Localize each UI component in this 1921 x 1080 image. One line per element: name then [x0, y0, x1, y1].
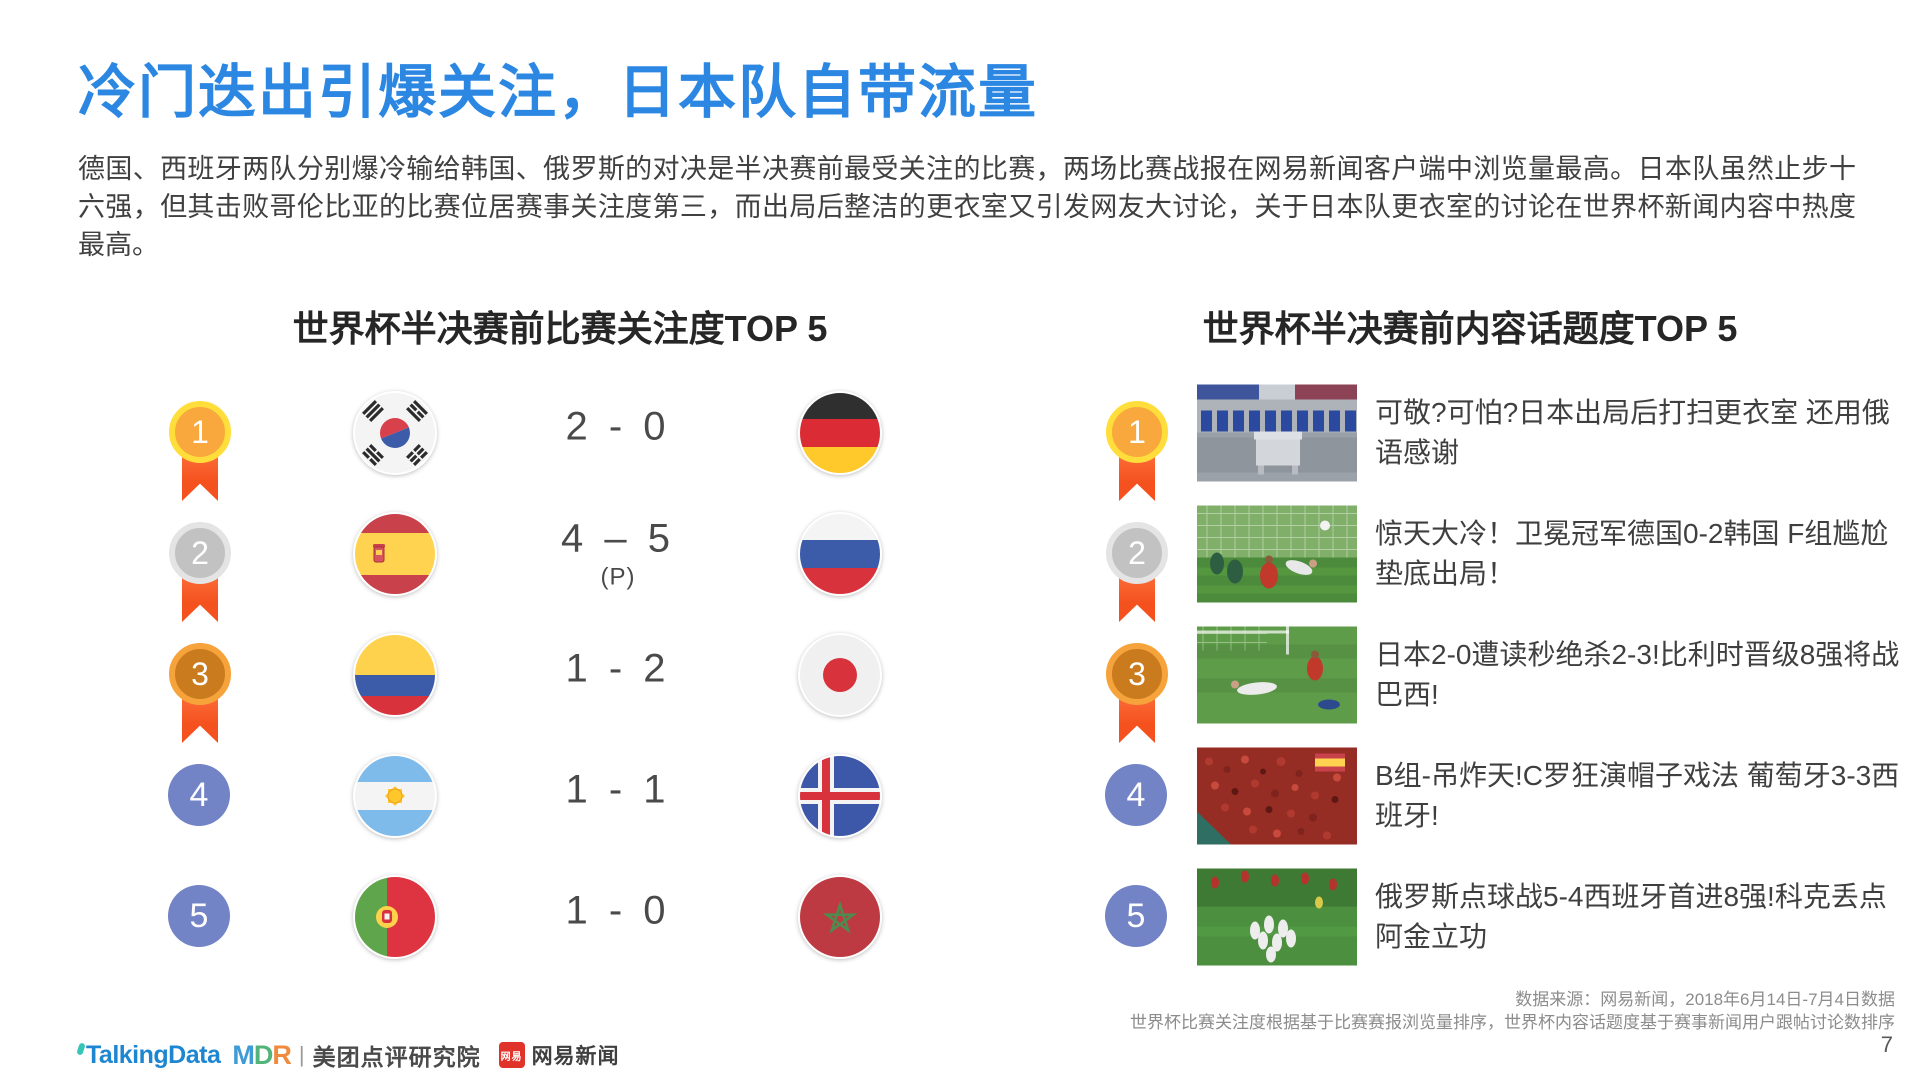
topic-headline: 日本2-0遭读秒绝杀2-3!比利时晋级8强将战巴西! [1375, 638, 1900, 710]
match-row-1: 1 [168, 372, 938, 501]
gold-medal-icon: 1 [168, 401, 232, 507]
rank-number: 3 [1106, 643, 1168, 705]
flag-portugal-icon [353, 874, 437, 959]
score-note [518, 935, 718, 945]
flag-argentina-icon [353, 753, 437, 838]
match-score: 2 - 0 [565, 404, 671, 448]
rank-circle-icon: 5 [168, 885, 230, 947]
talkingdata-logo: TalkingData [76, 1040, 221, 1069]
page-title: 冷门迭出引爆关注，日本队自带流量 [78, 60, 1039, 125]
thumbnail-portugal-spain-fans [1197, 747, 1357, 844]
topic-row-2: 2 [1105, 493, 1913, 622]
match-row-3: 3 1 - 2 [168, 614, 938, 743]
match-row-2: 2 [168, 493, 938, 622]
flag-iceland-icon [798, 753, 882, 838]
footer-logos: TalkingData MDR | 美团点评研究院 网易 网易新闻 [76, 1038, 620, 1072]
silver-medal-icon: 2 [1105, 522, 1169, 628]
data-source-line2: 世界杯比赛关注度根据基于比赛赛报浏览量排序，世界杯内容话题度基于赛事新闻用户跟帖… [1130, 1013, 1895, 1032]
rank-circle-icon: 5 [1105, 885, 1167, 947]
rank-circle-icon: 4 [1105, 764, 1167, 826]
silver-medal-icon: 2 [168, 522, 232, 628]
meituan-dianping-research-logo: MDR | 美团点评研究院 [232, 1038, 480, 1072]
logo-divider: | [298, 1042, 305, 1067]
content-topic-list: 1 [1105, 372, 1913, 977]
page-number: 7 [1880, 1032, 1893, 1057]
score-note [518, 451, 718, 461]
thumbnail-japan-locker-room [1197, 384, 1357, 481]
topic-row-5: 5 [1105, 856, 1913, 977]
thumbnail-japan-belgium-players [1197, 626, 1357, 723]
flag-morocco-icon [798, 874, 882, 959]
rank-number: 2 [1106, 522, 1168, 584]
flag-spain-icon [353, 511, 437, 596]
bronze-medal-icon: 3 [168, 643, 232, 749]
score-note: (P) [600, 563, 636, 590]
match-score: 4 – 5 [561, 516, 675, 560]
topic-headline: 惊天大冷！卫冕冠军德国0-2韩国 F组尴尬垫底出局！ [1375, 517, 1889, 589]
topic-row-1: 1 [1105, 372, 1913, 501]
topic-row-4: 4 [1105, 735, 1913, 856]
flag-south-korea-icon [353, 390, 437, 475]
netease-badge-icon: 网易 [498, 1042, 525, 1068]
mdr-logo: MDR [232, 1039, 291, 1070]
thumbnail-germany-korea-goal [1197, 505, 1357, 602]
rank-number: 2 [169, 522, 231, 584]
data-source-note: 数据来源：网易新闻，2018年6月14日-7月4日数据 世界杯比赛关注度根据基于… [1130, 988, 1895, 1034]
match-score: 1 - 2 [565, 646, 671, 690]
rank-circle-icon: 4 [168, 764, 230, 826]
flag-russia-icon [798, 511, 882, 596]
rank-number: 1 [1106, 401, 1168, 463]
bronze-medal-icon: 3 [1105, 643, 1169, 749]
topic-headline: B组-吊炸天!C罗狂演帽子戏法 葡萄牙3-3西班牙! [1375, 759, 1900, 831]
data-source-line1: 数据来源：网易新闻，2018年6月14日-7月4日数据 [1515, 990, 1895, 1009]
talkingdata-tick-icon [76, 1041, 86, 1056]
rank-number: 3 [169, 643, 231, 705]
score-note [518, 693, 718, 703]
rank-number: 1 [169, 401, 231, 463]
left-panel-title: 世界杯半决赛前比赛关注度TOP 5 [292, 308, 828, 349]
body-paragraph: 德国、西班牙两队分别爆冷输给韩国、俄罗斯的对决是半决赛前最受关注的比赛，两场比赛… [78, 154, 1856, 260]
topic-headline: 可敬?可怕?日本出局后打扫更衣室 还用俄语感谢 [1375, 396, 1890, 468]
match-score: 1 - 1 [565, 767, 671, 811]
flag-germany-icon [798, 390, 882, 475]
meituan-dianping-research-label: 美团点评研究院 [312, 1044, 481, 1070]
right-panel-title: 世界杯半决赛前内容话题度TOP 5 [1202, 308, 1738, 349]
talkingdata-wordmark: TalkingData [86, 1040, 221, 1069]
netease-news-logo: 网易 网易新闻 [498, 1040, 620, 1070]
thumbnail-russia-spain-celebration [1197, 868, 1357, 965]
gold-medal-icon: 1 [1105, 401, 1169, 507]
match-score: 1 - 0 [565, 888, 671, 932]
netease-news-label: 网易新闻 [531, 1045, 620, 1068]
topic-headline: 俄罗斯点球战5-4西班牙首进8强!科克丢点阿金立功 [1375, 880, 1887, 952]
flag-japan-icon [798, 632, 882, 717]
match-attention-list: 1 [168, 372, 938, 977]
flag-colombia-icon [353, 632, 437, 717]
score-note [518, 814, 718, 824]
topic-row-3: 3 [1105, 614, 1913, 743]
match-row-4: 4 [168, 735, 938, 856]
match-row-5: 5 1 - 0 [168, 856, 938, 977]
